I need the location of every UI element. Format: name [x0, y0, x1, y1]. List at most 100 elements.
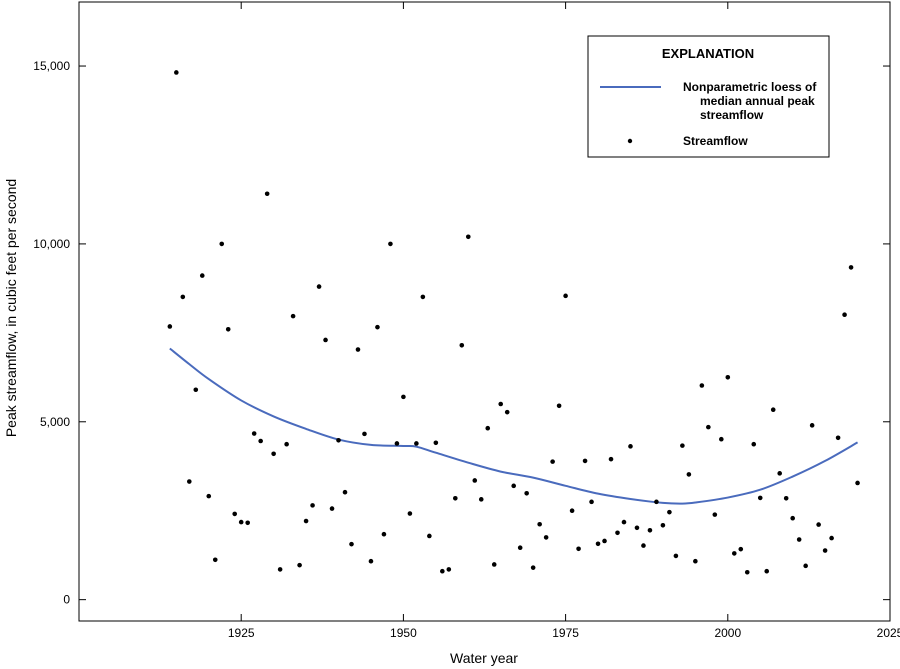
streamflow-point-1940: [336, 437, 341, 443]
streamflow-point-2013: [809, 423, 815, 428]
streamflow-point-1930: [271, 451, 276, 457]
streamflow-point-1925: [238, 519, 244, 525]
streamflow-point-1969: [524, 490, 529, 496]
streamflow-point-1954: [427, 533, 432, 539]
streamflow-point-1949: [394, 441, 400, 446]
legend-line-label-3: streamflow: [700, 108, 764, 122]
streamflow-point-1927: [251, 431, 257, 436]
streamflow-point-2014: [816, 522, 821, 527]
y-tick-label-10000: 10,000: [33, 237, 70, 251]
x-tick-label-2025: 2025: [877, 626, 900, 640]
streamflow-point-1942: [349, 541, 354, 547]
x-axis-ticks: 1925 1950 1975 2000 2025: [228, 2, 900, 640]
streamflow-point-1947: [381, 531, 387, 537]
streamflow-point-2006: [764, 568, 770, 574]
streamflow-point-1973: [550, 459, 555, 464]
streamflow-point-1993: [680, 443, 685, 448]
x-axis-title: Water year: [450, 650, 518, 666]
streamflow-point-1974: [556, 403, 562, 409]
streamflow-point-1945: [368, 558, 374, 564]
streamflow-point-1996: [699, 383, 705, 388]
streamflow-point-2001: [731, 551, 737, 556]
streamflow-point-1917: [187, 479, 192, 484]
streamflow-point-1991: [667, 509, 672, 515]
streamflow-point-1972: [543, 535, 549, 540]
streamflow-point-1959: [459, 343, 465, 348]
streamflow-point-2008: [777, 471, 782, 476]
streamflow-point-2017: [835, 435, 841, 441]
x-tick-label-1925: 1925: [228, 626, 255, 640]
streamflow-point-1937: [316, 284, 322, 289]
x-tick-label-1950: 1950: [390, 626, 417, 640]
streamflow-point-2004: [751, 441, 757, 447]
streamflow-point-1999: [719, 436, 724, 442]
streamflow-point-1916: [180, 294, 186, 300]
legend-line-label-2: median annual peak: [700, 94, 815, 108]
streamflow-point-1978: [582, 458, 588, 464]
streamflow-point-1966: [504, 409, 510, 415]
streamflow-point-1984: [621, 519, 627, 525]
streamflow-point-1994: [686, 472, 692, 477]
streamflow-point-1920: [206, 493, 212, 499]
streamflow-point-1922: [219, 241, 225, 247]
streamflow-point-1951: [407, 511, 413, 516]
streamflow-point-1989: [654, 499, 659, 505]
streamflow-point-1979: [589, 499, 594, 505]
streamflow-point-1924: [232, 511, 238, 517]
streamflow-point-1987: [641, 543, 646, 548]
streamflow-point-1946: [375, 324, 380, 330]
streamflow-point-2019: [848, 265, 854, 270]
streamflow-point-1919: [199, 273, 205, 278]
x-tick-label-1975: 1975: [552, 626, 579, 640]
streamflow-point-1934: [297, 562, 302, 568]
plot-frame: [78, 1, 891, 622]
streamflow-point-1970: [530, 565, 536, 570]
streamflow-point-1952: [414, 441, 419, 446]
streamflow-point-1992: [673, 553, 679, 559]
streamflow-point-1967: [511, 483, 516, 489]
y-axis-ticks: 0 5,000 10,000 15,000: [33, 59, 890, 607]
y-axis-title: Peak streamflow, in cubic feet per secon…: [3, 179, 19, 437]
streamflow-point-1968: [517, 545, 523, 551]
streamflow-point-1982: [608, 456, 614, 462]
streamflow-point-1938: [323, 337, 328, 343]
streamflow-point-1921: [212, 557, 218, 563]
streamflow-point-2011: [796, 537, 802, 542]
streamflow-point-2018: [842, 312, 847, 318]
streamflow-point-1936: [310, 503, 315, 508]
streamflow-point-1941: [342, 489, 348, 495]
streamflow-point-1976: [569, 508, 575, 514]
streamflow-point-1988: [647, 527, 653, 533]
streamflow-point-1953: [420, 294, 426, 300]
streamflow-point-2005: [757, 495, 763, 501]
streamflow-point-1939: [329, 506, 335, 511]
legend-line-label-1: Nonparametric loess of: [683, 80, 817, 94]
streamflow-point-1985: [628, 444, 633, 449]
streamflow-point-1998: [712, 512, 718, 517]
streamflow-point-1948: [388, 241, 393, 247]
streamflow-point-2007: [770, 407, 776, 412]
streamflow-point-2020: [855, 480, 860, 486]
streamflow-point-1928: [258, 438, 263, 444]
streamflow-point-1983: [615, 530, 620, 536]
legend-points-label: Streamflow: [683, 134, 748, 148]
streamflow-point-1977: [576, 546, 581, 552]
legend: EXPLANATION Nonparametric loess of media…: [587, 35, 830, 158]
y-tick-label-5000: 5,000: [40, 415, 70, 429]
streamflow-point-1986: [634, 525, 640, 531]
streamflow-point-1944: [362, 431, 367, 437]
streamflow-point-2010: [790, 515, 795, 521]
streamflow-point-1965: [498, 401, 504, 407]
streamflow-point-1962: [478, 497, 484, 502]
streamflow-point-1957: [446, 567, 452, 572]
streamflow-point-1980: [595, 541, 601, 547]
streamflow-point-1932: [284, 441, 289, 447]
streamflow-point-1955: [433, 440, 439, 446]
streamflow-point-1931: [277, 567, 283, 572]
streamflow-point-1990: [660, 523, 666, 528]
streamflow-point-1961: [472, 478, 478, 483]
streamflow-point-1975: [563, 293, 568, 299]
streamflow-point-2009: [783, 495, 789, 501]
streamflow-point-1995: [693, 558, 698, 564]
streamflow-point-1929: [264, 191, 270, 197]
